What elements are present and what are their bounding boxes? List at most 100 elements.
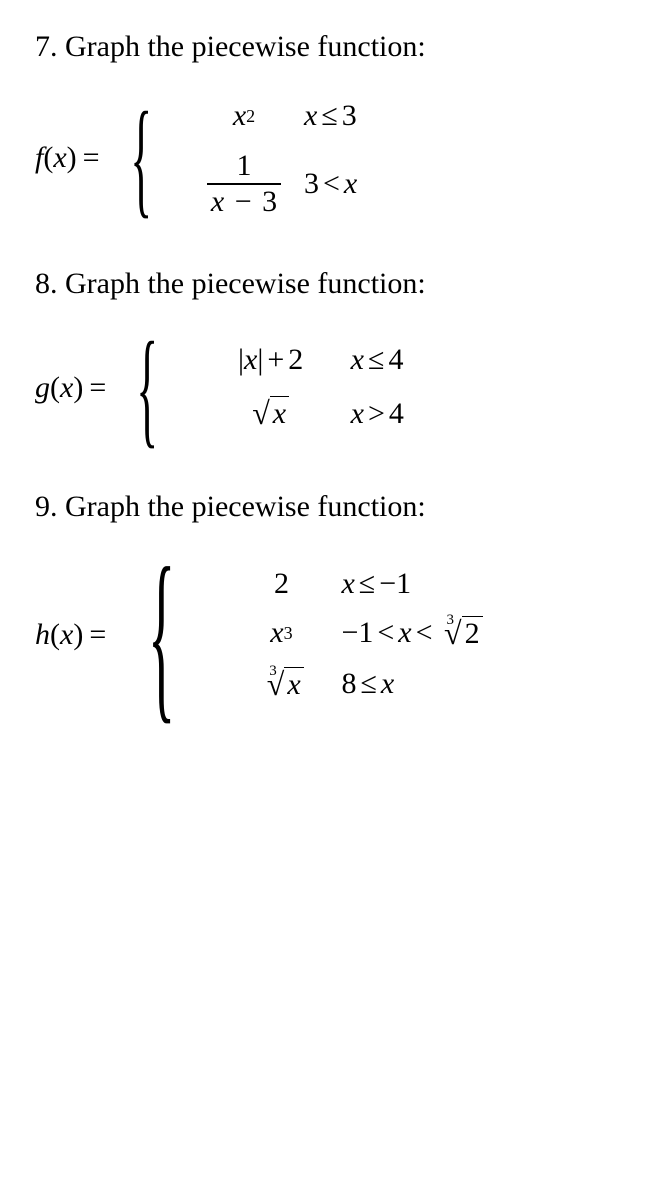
p8c1-cond: x ≤ 4: [351, 343, 404, 377]
equals: =: [83, 141, 100, 175]
p8c2-cop: >: [368, 397, 385, 431]
problem-7-prompt: 7. Graph the piecewise function:: [35, 30, 636, 64]
problem-7: 7. Graph the piecewise function: f ( x )…: [35, 30, 636, 217]
problem-9-cases: 2 x ≤ −1 x3 −1 < x < 3: [221, 567, 482, 703]
problem-8: 8. Graph the piecewise function: g ( x )…: [35, 267, 636, 440]
brace-icon: {: [130, 106, 152, 210]
p9c2-radicand: 2: [462, 616, 483, 651]
problem-9-function: h ( x ) = { 2 x ≤ −1 x3 −1: [35, 559, 636, 711]
problem-8-cases: | x | + 2 x ≤ 4 √ x: [191, 343, 404, 432]
problem-9-case-3: 3 √ x 8 ≤ x: [221, 666, 482, 703]
p7c2-den-op: −: [235, 185, 252, 218]
problem-9-prompt: 9. Graph the piecewise function:: [35, 490, 636, 524]
p9c3-cval: 8: [341, 667, 356, 701]
p9c2-expr: x3: [221, 616, 341, 650]
p8c1-expr: | x | + 2: [191, 343, 351, 377]
p9c2-cond: −1 < x < 3 √ 2: [341, 615, 482, 652]
p9c1-cond: x ≤ −1: [341, 567, 411, 601]
p9c3-expr: 3 √ x: [221, 666, 341, 703]
p7c2-cvar: x: [344, 167, 357, 201]
p9c3-rootidx: 3: [269, 663, 277, 680]
p7c2-num: 1: [233, 151, 256, 181]
p9c1-expr: 2: [221, 567, 341, 601]
p7c2-den: x − 3: [207, 187, 281, 217]
rparen: ): [67, 141, 77, 175]
problem-7-function: f ( x ) = { x2 x ≤ 3 1: [35, 99, 636, 217]
p7c1-expr: x2: [184, 99, 304, 133]
func-h-var: x: [60, 618, 73, 652]
p8c2-sqrt: √ x: [252, 395, 289, 432]
p8c1-cop: ≤: [368, 343, 384, 377]
p7c2-den-val: 3: [262, 185, 277, 218]
radical-icon: √: [252, 395, 270, 432]
p9c2-base: x: [270, 616, 283, 650]
p8c1-plusval: 2: [288, 343, 303, 377]
p9c1-cval: −1: [379, 567, 411, 601]
p8c2-cval: 4: [389, 397, 404, 431]
lparen: (: [43, 141, 53, 175]
p9c2-rootidx: 3: [447, 612, 455, 629]
equals-9: =: [89, 618, 106, 652]
brace-icon-8: {: [137, 336, 159, 440]
problem-9-number: 9.: [35, 490, 58, 523]
problem-7-cases: x2 x ≤ 3 1 x − 3: [184, 99, 357, 217]
p9c2-sqrt: 3 √ 2: [437, 615, 483, 652]
p9c2-lval: −1: [341, 616, 373, 650]
p8c1-cvar: x: [351, 343, 364, 377]
p7c2-expr: 1 x − 3: [184, 151, 304, 217]
p9c1-cop: ≤: [359, 567, 375, 601]
p8c2-radicand: x: [270, 396, 289, 431]
rparen-9: ): [73, 618, 83, 652]
p9c3-cond: 8 ≤ x: [341, 667, 394, 701]
p9c3-cvar: x: [381, 667, 394, 701]
brace-icon-9: {: [148, 559, 175, 711]
p9c2-op1: <: [377, 616, 394, 650]
p8c2-cvar: x: [351, 397, 364, 431]
rparen-8: ): [73, 371, 83, 405]
problem-7-number: 7.: [35, 30, 58, 63]
p7c1-exp: 2: [246, 106, 255, 127]
problem-8-function: g ( x ) = { | x | + 2 x ≤ 4: [35, 336, 636, 440]
func-g-name: g: [35, 371, 50, 405]
p9c2-cvar: x: [398, 616, 411, 650]
p9c1-cvar: x: [341, 567, 354, 601]
p8c1-cval: 4: [388, 343, 403, 377]
problem-9-case-1: 2 x ≤ −1: [221, 567, 482, 601]
p8c2-expr: √ x: [191, 395, 351, 432]
problem-7-case-2: 1 x − 3 3 < x: [184, 151, 357, 217]
p9c1-val: 2: [274, 567, 289, 601]
p7c1-cvar: x: [304, 99, 317, 133]
p8c2-cond: x > 4: [351, 397, 404, 431]
problem-9: 9. Graph the piecewise function: h ( x )…: [35, 490, 636, 711]
p9c2-exp: 3: [284, 623, 293, 644]
func-f-name: f: [35, 141, 43, 175]
p8c1-absvar: x: [244, 343, 257, 377]
p8c1-plus: +: [267, 343, 284, 377]
problem-9-case-2: x3 −1 < x < 3 √ 2: [221, 615, 482, 652]
problem-9-text: Graph the piecewise function:: [65, 490, 426, 523]
p7c1-base: x: [233, 99, 246, 133]
p7c2-cond: 3 < x: [304, 167, 357, 201]
p9c2-op2: <: [416, 616, 433, 650]
lparen-8: (: [50, 371, 60, 405]
problem-7-text: Graph the piecewise function:: [65, 30, 426, 63]
problem-7-case-1: x2 x ≤ 3: [184, 99, 357, 133]
abs-r: |: [257, 343, 263, 377]
lparen-9: (: [50, 618, 60, 652]
func-g-var: x: [60, 371, 73, 405]
equals-8: =: [89, 371, 106, 405]
p7c2-den-var: x: [211, 185, 224, 218]
problem-8-case-2: √ x x > 4: [191, 395, 404, 432]
problem-8-prompt: 8. Graph the piecewise function:: [35, 267, 636, 301]
p7c1-cond: x ≤ 3: [304, 99, 357, 133]
p7c1-cval: 3: [342, 99, 357, 133]
p9c3-sqrt: 3 √ x: [259, 666, 303, 703]
problem-8-case-1: | x | + 2 x ≤ 4: [191, 343, 404, 377]
p7c2-cval: 3: [304, 167, 319, 201]
p7c2-frac: 1 x − 3: [207, 151, 281, 217]
problem-8-text: Graph the piecewise function:: [65, 267, 426, 300]
p9c3-cop: ≤: [360, 667, 376, 701]
p9c3-radicand: x: [284, 667, 303, 702]
p7c2-cop: <: [323, 167, 340, 201]
problem-8-number: 8.: [35, 267, 58, 300]
